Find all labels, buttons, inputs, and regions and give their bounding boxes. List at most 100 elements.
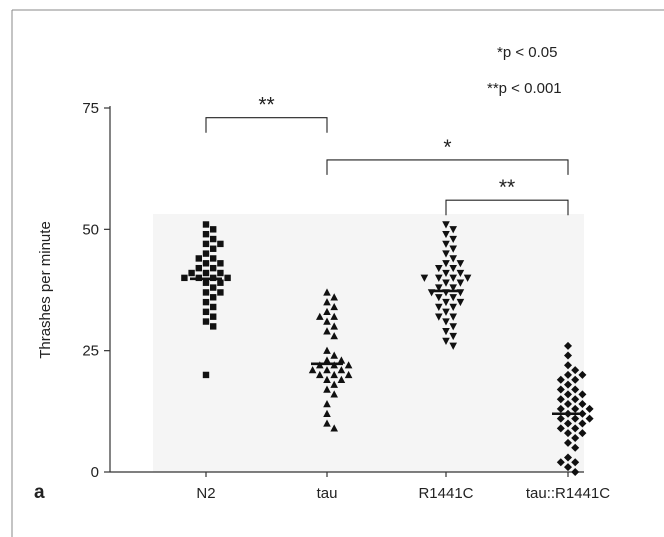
x-tick-label: tau	[317, 485, 338, 502]
data-point	[202, 298, 210, 306]
data-point	[435, 303, 443, 311]
data-point	[323, 346, 331, 354]
data-point	[449, 255, 457, 263]
data-point	[564, 351, 572, 360]
data-point	[202, 260, 210, 267]
data-point	[578, 390, 587, 399]
data-point	[578, 400, 587, 409]
data-point	[449, 313, 457, 321]
data-point	[323, 288, 331, 296]
data-point	[217, 240, 224, 248]
significance-bracket	[205, 117, 328, 133]
data-point	[330, 312, 338, 320]
data-point	[420, 274, 429, 282]
data-point	[571, 443, 580, 452]
data-point	[578, 429, 587, 438]
data-point	[449, 264, 457, 273]
data-point	[330, 424, 338, 432]
data-point	[330, 351, 338, 359]
data-point	[564, 429, 572, 438]
data-point	[556, 414, 565, 423]
data-point	[202, 250, 210, 257]
data-point	[456, 260, 465, 268]
data-point	[217, 269, 224, 277]
data-point	[571, 434, 580, 443]
significance-label: **	[258, 94, 274, 117]
data-point	[442, 337, 450, 345]
data-point	[337, 375, 346, 383]
data-point	[442, 298, 450, 307]
data-point	[578, 370, 587, 379]
data-point	[564, 390, 572, 399]
data-point	[442, 221, 450, 229]
data-point	[210, 255, 217, 262]
data-point	[564, 361, 572, 370]
data-point	[556, 458, 565, 467]
data-point	[442, 260, 450, 268]
data-point	[210, 294, 217, 301]
data-point	[564, 453, 572, 462]
data-point	[442, 328, 450, 336]
data-point	[210, 303, 217, 311]
data-point	[323, 298, 331, 306]
data-point	[337, 356, 346, 364]
data-point	[578, 419, 587, 428]
data-point	[449, 284, 457, 292]
data-point	[449, 342, 457, 350]
significance-bracket	[445, 199, 569, 216]
median-lines	[190, 277, 584, 416]
data-point	[323, 307, 331, 316]
data-point	[435, 313, 443, 321]
data-point	[316, 312, 324, 320]
data-point	[449, 332, 457, 341]
data-point	[210, 245, 217, 252]
data-point	[442, 318, 450, 326]
data-point	[564, 400, 572, 409]
data-point	[210, 313, 217, 320]
data-point	[449, 323, 457, 331]
data-point	[435, 264, 443, 273]
data-point	[188, 269, 195, 277]
data-point	[202, 221, 210, 228]
data-point	[202, 371, 210, 379]
x-ticks: N2 tau R1441C tau::R1441C	[196, 472, 610, 502]
x-tick-label: N2	[196, 485, 215, 502]
data-point	[202, 269, 210, 277]
data-point	[442, 269, 450, 278]
data-point	[435, 284, 443, 292]
data-point	[449, 294, 457, 302]
data-point	[556, 385, 565, 394]
panel-label: a	[34, 482, 45, 503]
data-point	[442, 230, 450, 239]
significance-brackets: *****	[205, 94, 569, 216]
data-point	[449, 235, 457, 244]
data-point	[571, 385, 580, 394]
data-point	[564, 370, 572, 379]
data-point	[323, 366, 331, 374]
data-point	[202, 230, 210, 238]
data-point	[564, 438, 572, 447]
data-point	[456, 279, 465, 287]
data-point	[202, 279, 210, 286]
data-point	[323, 409, 331, 417]
data-point	[571, 404, 580, 413]
data-point	[210, 235, 217, 243]
data-point	[556, 404, 565, 413]
data-point	[323, 385, 331, 393]
x-tick-label: R1441C	[418, 485, 473, 502]
data-point	[449, 226, 457, 234]
data-point	[344, 361, 353, 369]
significance-label: **	[499, 176, 515, 199]
data-point	[308, 366, 317, 374]
significance-bracket	[326, 159, 569, 175]
data-point	[330, 370, 338, 379]
data-point	[564, 419, 572, 428]
data-point	[323, 317, 331, 325]
data-point	[571, 414, 580, 423]
data-point	[202, 308, 210, 316]
data-point	[456, 298, 465, 307]
data-point	[435, 294, 443, 302]
data-point	[316, 370, 324, 379]
data-point	[210, 226, 217, 233]
data-point	[456, 269, 465, 278]
